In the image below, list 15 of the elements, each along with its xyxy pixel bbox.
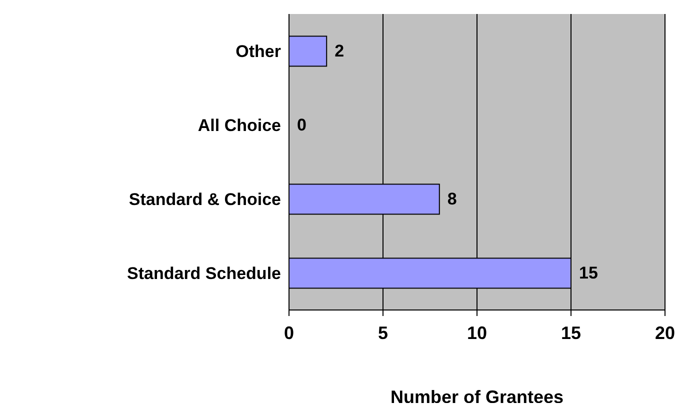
bar	[289, 36, 328, 67]
y-tick-label: Standard & Choice	[128, 190, 281, 210]
x-tick-label: 15	[560, 322, 582, 343]
y-tick-label: Other	[236, 42, 282, 62]
data-label: 15	[579, 264, 598, 283]
x-tick-label: 10	[466, 322, 488, 343]
x-axis-title: Number of Grantees	[390, 387, 564, 407]
data-label: 2	[334, 42, 344, 61]
x-tick-label: 20	[654, 322, 676, 343]
x-tick-label: 0	[284, 322, 294, 343]
data-label: 0	[297, 116, 306, 135]
y-tick-label: All Choice	[198, 116, 281, 136]
y-tick-label: Standard Schedule	[127, 264, 281, 284]
x-tick-label: 5	[378, 322, 388, 343]
data-label: 8	[447, 190, 457, 209]
